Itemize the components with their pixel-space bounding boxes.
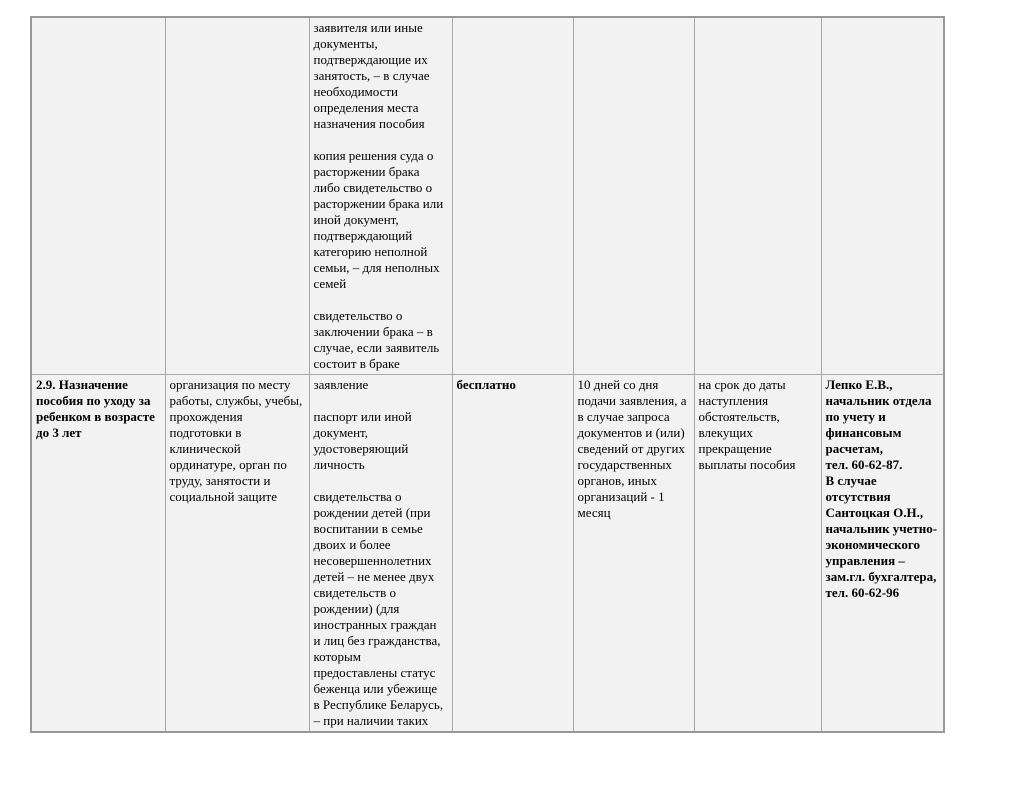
- cell-review-term: 10 дней со дня подачи заявления, а в слу…: [572, 374, 695, 733]
- cell-procedure: 2.9. Назначение пособия по уходу за ребе…: [30, 374, 166, 733]
- cell-responsible: Лепко Е.В., начальник отдела по учету и …: [820, 374, 945, 733]
- cell-documents: заявление паспорт или иной документ, удо…: [308, 374, 453, 733]
- table-row-continuation: заявителя или иные документы, подтвержда…: [30, 16, 945, 375]
- cell-documents: заявителя или иные документы, подтвержда…: [308, 16, 453, 375]
- administrative-procedures-table: заявителя или иные документы, подтвержда…: [30, 16, 945, 733]
- cell-validity-term: на срок до даты наступления обстоятельст…: [693, 374, 822, 733]
- cell-validity-term: [693, 16, 822, 375]
- cell-procedure: [30, 16, 166, 375]
- cell-fee: [451, 16, 574, 375]
- cell-review-term: [572, 16, 695, 375]
- cell-responsible: [820, 16, 945, 375]
- cell-fee: бесплатно: [451, 374, 574, 733]
- table-row-procedure-2-9: 2.9. Назначение пособия по уходу за ребе…: [30, 374, 945, 733]
- cell-organization: [164, 16, 310, 375]
- cell-organization: организация по месту работы, службы, уче…: [164, 374, 310, 733]
